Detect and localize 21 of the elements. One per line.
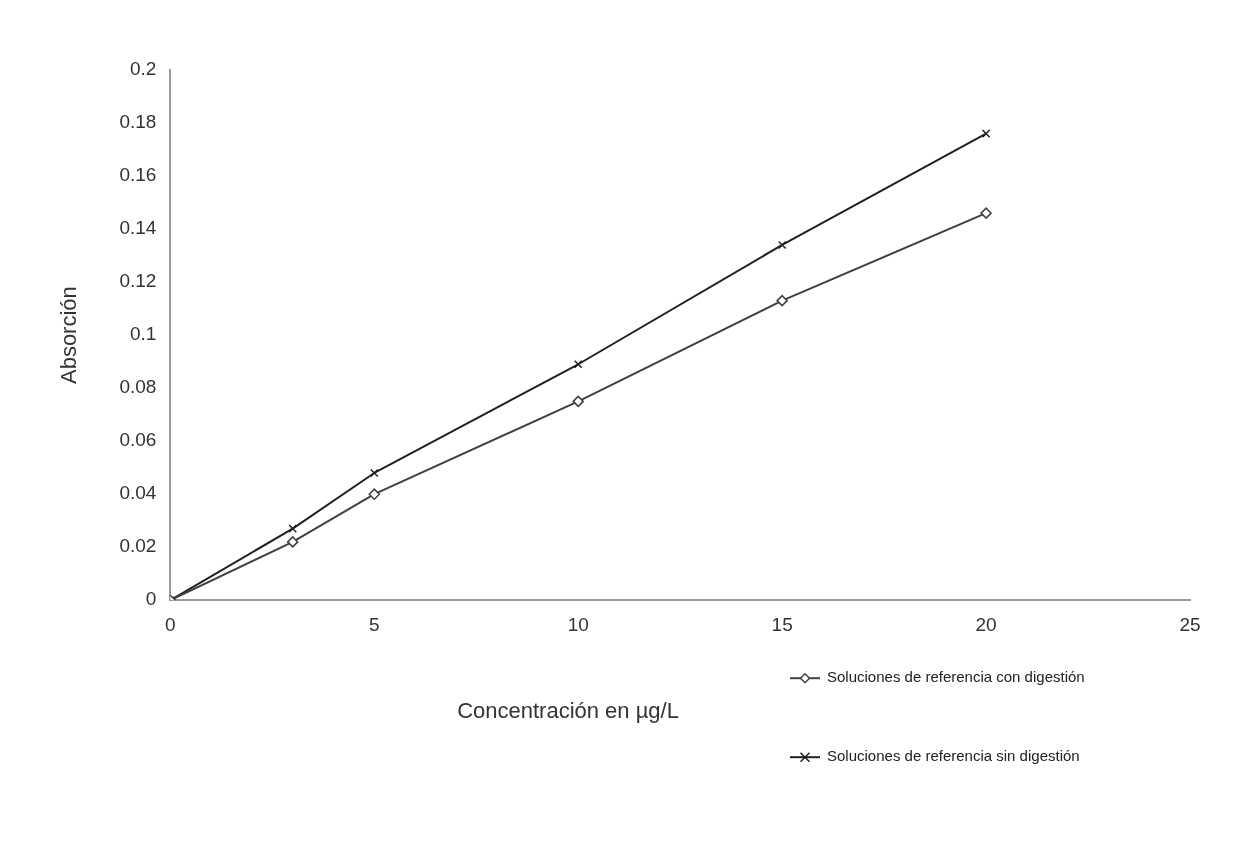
y-tick-label: 0.08 — [119, 376, 157, 398]
x-tick-label: 10 — [567, 613, 589, 635]
y-tick-label: 0.18 — [119, 111, 157, 133]
x-tick-label: 0 — [165, 613, 176, 635]
y-tick-label: 0 — [145, 588, 157, 610]
x-tick-label: 25 — [1179, 613, 1201, 635]
y-tick-label: 0.2 — [129, 58, 157, 80]
y-tick-label: 0.12 — [119, 270, 157, 292]
x-tick-label: 20 — [975, 613, 997, 635]
y-axis-title: Absorción — [56, 286, 82, 385]
y-tick-label: 0.16 — [119, 164, 157, 186]
y-tick-label: 0.1 — [129, 323, 157, 345]
legend-label: Soluciones de referencia con digestión — [827, 668, 1085, 686]
x-tick-label: 5 — [369, 613, 380, 635]
x-tick-label: 15 — [771, 613, 793, 635]
legend-label: Soluciones de referencia sin digestión — [827, 747, 1080, 765]
y-tick-label: 0.14 — [119, 217, 157, 239]
y-tick-label: 0.02 — [119, 535, 157, 557]
x-axis-title: Concentración en µg/L — [457, 698, 679, 724]
y-tick-label: 0.06 — [119, 429, 157, 451]
y-tick-label: 0.04 — [119, 482, 157, 504]
